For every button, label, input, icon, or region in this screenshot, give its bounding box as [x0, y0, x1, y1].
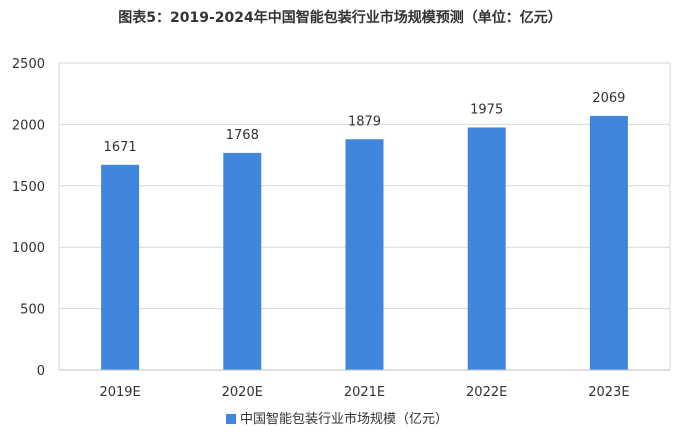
legend: 中国智能包装行业市场规模（亿元）: [226, 411, 448, 427]
data-label: 1975: [470, 102, 503, 117]
data-labels: 1671 1768 1879 1975 2069: [104, 91, 626, 155]
y-tick-label: 2000: [12, 118, 45, 133]
data-label: 1768: [226, 128, 259, 143]
y-tick-label: 0: [37, 364, 45, 379]
x-axis-ticks: 2019E 2020E 2021E 2022E 2023E: [99, 385, 629, 400]
bar: [345, 139, 384, 370]
x-tick-label: 2023E: [588, 385, 629, 400]
legend-swatch: [226, 414, 236, 424]
x-tick-label: 2021E: [344, 385, 385, 400]
bar: [467, 127, 506, 370]
data-label: 2069: [592, 91, 625, 106]
legend-label: 中国智能包装行业市场规模（亿元）: [240, 411, 448, 427]
x-tick-label: 2022E: [466, 385, 507, 400]
x-tick-label: 2020E: [222, 385, 263, 400]
y-tick-label: 1500: [12, 180, 45, 195]
bar: [589, 115, 628, 370]
data-label: 1879: [348, 114, 381, 129]
y-tick-label: 500: [20, 303, 45, 318]
y-tick-label: 2500: [12, 57, 45, 72]
bar: [223, 152, 262, 370]
bar: [101, 164, 140, 370]
x-tick-label: 2019E: [99, 385, 140, 400]
bars: [101, 115, 628, 370]
y-axis-ticks: 0 500 1000 1500 2000 2500: [12, 57, 45, 379]
y-tick-label: 1000: [12, 241, 45, 256]
chart-title: 图表5：2019-2024年中国智能包装行业市场规模预测（单位：亿元）: [118, 9, 561, 26]
data-label: 1671: [104, 140, 137, 155]
